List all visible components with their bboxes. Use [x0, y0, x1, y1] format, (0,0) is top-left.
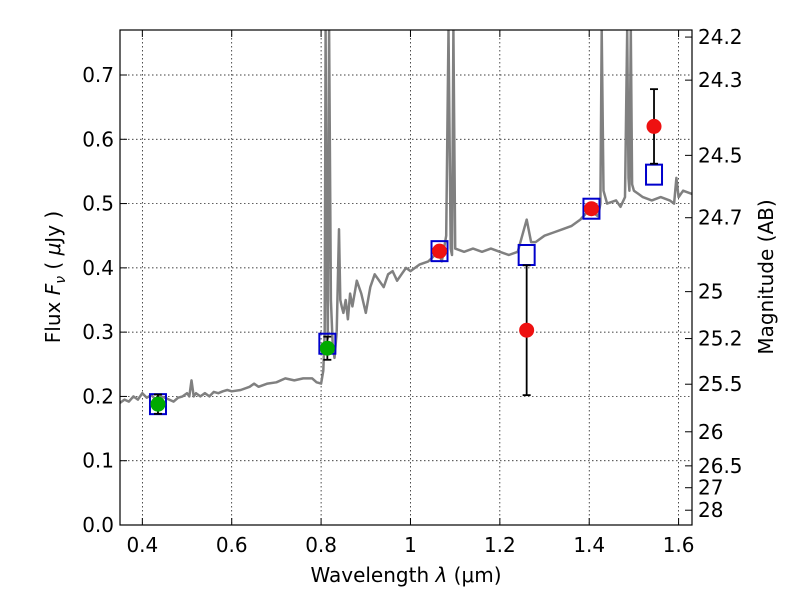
y2-tick-label: 25.5: [698, 372, 743, 396]
observed-photometry-point: [432, 243, 448, 259]
y2-tick-label: 25.2: [698, 327, 743, 351]
x-axis-label: Wavelength λ (μm): [310, 563, 501, 587]
y-axis-label-symbol: F: [41, 283, 65, 295]
model-photometry-square: [645, 163, 664, 186]
marker-layer: [148, 88, 664, 416]
y2-tick-label: 27: [698, 476, 723, 500]
observed-photometry-point: [150, 396, 166, 412]
x-tick-label: 1.4: [573, 533, 605, 557]
x-tick-label: 1.6: [663, 533, 695, 557]
y2-tick-label: 24.5: [698, 143, 743, 167]
x-tick-label: 1.2: [484, 533, 516, 557]
x-axis-label-unit: (μm): [447, 563, 501, 587]
plot-frame: [119, 29, 693, 526]
y-tick-label: 0.5: [82, 192, 114, 216]
y-tick-label: 0.7: [82, 63, 114, 87]
y-axis-label-unit-mu: μ: [41, 243, 65, 257]
grid: [120, 30, 692, 525]
tick-layer: 0.4 0.6 0.8 1 1.2 1.4 1.6 0.0 0.1 0.2 0.3 0.4 0.5 0.6…: [82, 25, 742, 557]
y2-tick-label: 26: [698, 420, 723, 444]
y-tick-label: 0.4: [82, 256, 114, 280]
secondary-y-axis-label: Magnitude (AB): [754, 199, 778, 354]
y-tick-label: 0.6: [82, 127, 114, 151]
y-axis-label: Flux Fν ( μJy ): [41, 211, 69, 343]
y-axis-label-unit-rest: Jy ): [41, 211, 65, 245]
observed-photometry-point: [319, 340, 335, 356]
x-axis-label-prefix: Wavelength: [310, 563, 435, 587]
y2-tick-label: 26.5: [698, 454, 743, 478]
model-photometry-square: [430, 240, 449, 263]
y-axis-label-prefix: Flux: [41, 295, 65, 343]
y2-tick-label: 24.2: [698, 25, 743, 49]
x-tick-label: 0.4: [126, 533, 158, 557]
y-tick-label: 0.0: [82, 513, 114, 537]
y2-tick-label: 28: [698, 498, 723, 522]
model-photometry-square: [517, 244, 536, 266]
x-tick-label: 0.8: [305, 533, 337, 557]
y2-tick-label: 24.7: [698, 206, 743, 230]
observed-photometry-point: [519, 322, 535, 338]
y2-tick-label: 24.3: [698, 68, 743, 92]
x-axis-label-symbol: λ: [434, 563, 447, 587]
model-photometry-square: [582, 197, 601, 220]
y-tick-label: 0.2: [82, 384, 114, 408]
y-axis-label-unit-open: (: [41, 255, 65, 276]
y-tick-label: 0.1: [82, 449, 114, 473]
x-tick-label: 1: [404, 533, 417, 557]
observed-photometry-point: [646, 118, 662, 134]
y-tick-label: 0.3: [82, 320, 114, 344]
y2-tick-label: 25: [698, 280, 723, 304]
spectrum-layer: [120, 30, 692, 404]
spectrum-line: [120, 30, 692, 404]
observed-photometry-point: [583, 201, 599, 217]
y-axis-label-subscript: ν: [53, 276, 69, 284]
x-tick-label: 0.6: [216, 533, 248, 557]
